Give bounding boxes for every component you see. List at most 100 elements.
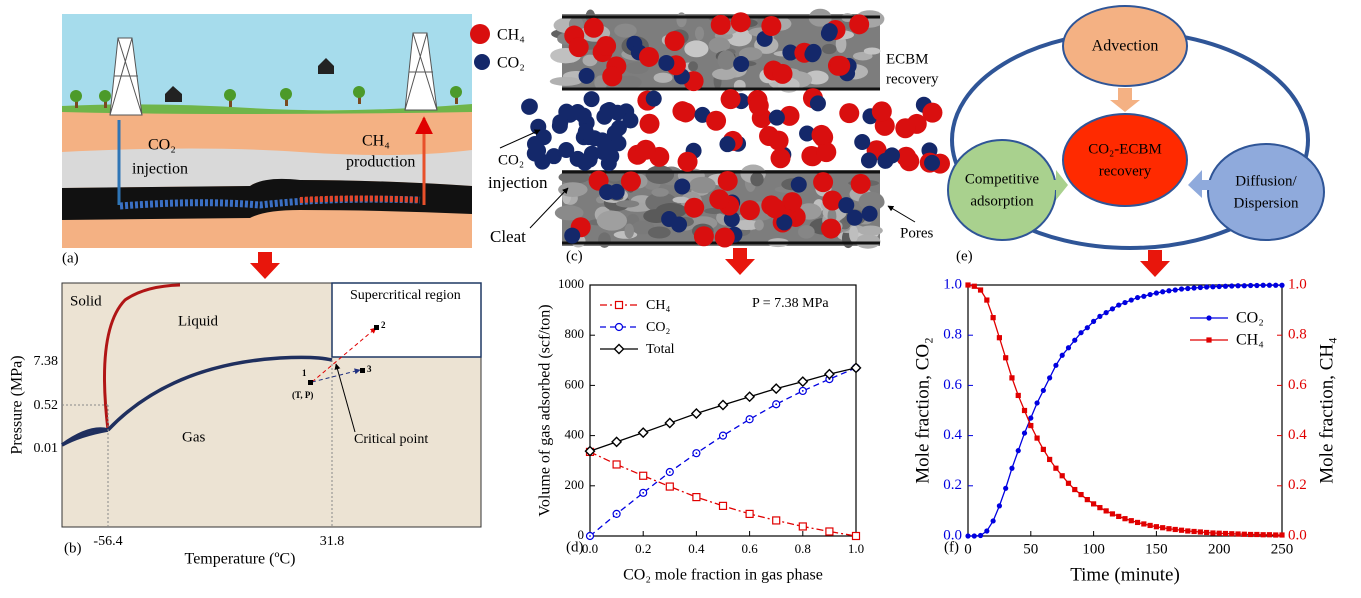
x-tick-label: -56.4 xyxy=(93,534,122,549)
x-tick-label: 0.2 xyxy=(635,541,651,556)
node-label: recovery xyxy=(1099,163,1152,179)
data-point xyxy=(1028,423,1033,428)
data-point xyxy=(1053,363,1058,368)
tp-label: (T, P) xyxy=(292,390,313,400)
molecule xyxy=(769,110,785,126)
data-point xyxy=(1273,283,1278,288)
molecule xyxy=(922,103,942,123)
injection-label: CO₂ xyxy=(498,152,524,168)
molecule xyxy=(711,15,731,35)
molecule xyxy=(530,143,546,159)
series-line xyxy=(968,285,1282,535)
data-point xyxy=(1217,531,1222,536)
data-point xyxy=(991,518,996,523)
pores-pointer xyxy=(888,206,915,222)
data-point xyxy=(1198,285,1203,290)
data-point xyxy=(1009,375,1014,380)
legend-label: CH₄ xyxy=(646,298,670,313)
molecule xyxy=(721,89,741,109)
x-tick-label: 250 xyxy=(1271,541,1294,557)
molecule xyxy=(862,206,878,222)
molecule xyxy=(569,37,589,57)
molecule xyxy=(622,112,638,128)
molecule xyxy=(661,211,677,227)
data-point xyxy=(1110,306,1115,311)
grain xyxy=(849,226,858,243)
data-point xyxy=(1104,508,1109,513)
data-point xyxy=(1254,532,1259,537)
grain xyxy=(717,50,735,69)
legend-marker xyxy=(615,345,624,354)
plot-frame xyxy=(968,285,1282,536)
molecule xyxy=(584,91,600,107)
molecule xyxy=(849,14,869,34)
series-line xyxy=(590,368,856,536)
data-point xyxy=(1016,393,1021,398)
data-point xyxy=(1242,532,1247,537)
ecbm-label: recovery xyxy=(886,71,939,87)
data-point xyxy=(1191,529,1196,534)
legend-marker xyxy=(616,302,623,309)
molecule xyxy=(821,219,841,239)
data-point xyxy=(666,483,673,490)
data-point-center xyxy=(749,418,751,420)
ecbm-label: ECBM xyxy=(886,51,929,67)
node-diffusion xyxy=(1208,144,1324,240)
grain xyxy=(651,188,668,197)
data-point xyxy=(665,419,674,428)
data-point xyxy=(984,297,989,302)
data-point xyxy=(965,282,970,287)
solid-label: Solid xyxy=(70,293,102,309)
node-competitive xyxy=(948,140,1056,240)
y-tick-label: 600 xyxy=(565,376,585,391)
grain xyxy=(598,232,611,247)
annotation: P = 7.38 MPa xyxy=(752,296,829,311)
molecule xyxy=(706,111,726,131)
data-point xyxy=(1129,518,1134,523)
grain xyxy=(646,165,675,184)
data-point xyxy=(1072,487,1077,492)
x-tick-label: 50 xyxy=(1023,541,1038,557)
supercritical-label: Supercritical region xyxy=(350,288,461,303)
molecule xyxy=(813,172,833,192)
figure: CO₂ injection CH₄ production (a) Solid L… xyxy=(0,0,1361,598)
molecule xyxy=(584,18,604,38)
data-point xyxy=(1235,531,1240,536)
data-point-center xyxy=(775,403,777,405)
grain xyxy=(754,220,764,231)
data-point xyxy=(1066,345,1071,350)
data-point xyxy=(1091,501,1096,506)
molecule xyxy=(861,152,877,168)
data-point xyxy=(1191,285,1196,290)
data-point xyxy=(1003,486,1008,491)
node-label: Advection xyxy=(1092,38,1159,55)
data-point xyxy=(1141,294,1146,299)
data-point xyxy=(720,502,727,509)
x-axis-label: Time (minute) xyxy=(1070,564,1180,585)
data-point xyxy=(1135,295,1140,300)
grain xyxy=(750,172,763,186)
x-axis-label: CO₂ mole fraction in gas phase xyxy=(623,567,823,584)
data-point xyxy=(1248,532,1253,537)
data-point xyxy=(1060,473,1065,478)
flow-arrow xyxy=(1110,88,1140,112)
data-point xyxy=(799,523,806,530)
data-point xyxy=(978,287,983,292)
molecule xyxy=(674,178,690,194)
molecule xyxy=(830,56,850,76)
x-tick-label: 31.8 xyxy=(320,534,345,549)
data-point xyxy=(984,528,989,533)
point-label: 3 xyxy=(367,364,372,374)
legend-label: CO₂ xyxy=(646,320,670,335)
data-point xyxy=(826,528,833,535)
x-tick-label: 0.4 xyxy=(688,541,705,556)
data-point xyxy=(1229,531,1234,536)
data-point xyxy=(1185,528,1190,533)
panel-label: (a) xyxy=(62,250,79,266)
data-point xyxy=(1116,302,1121,307)
x-tick-label: 150 xyxy=(1145,541,1168,557)
data-point xyxy=(1034,436,1039,441)
injection-label: injection xyxy=(488,173,548,192)
data-point xyxy=(1261,283,1266,288)
y-tick-label: 0.8 xyxy=(943,327,962,343)
